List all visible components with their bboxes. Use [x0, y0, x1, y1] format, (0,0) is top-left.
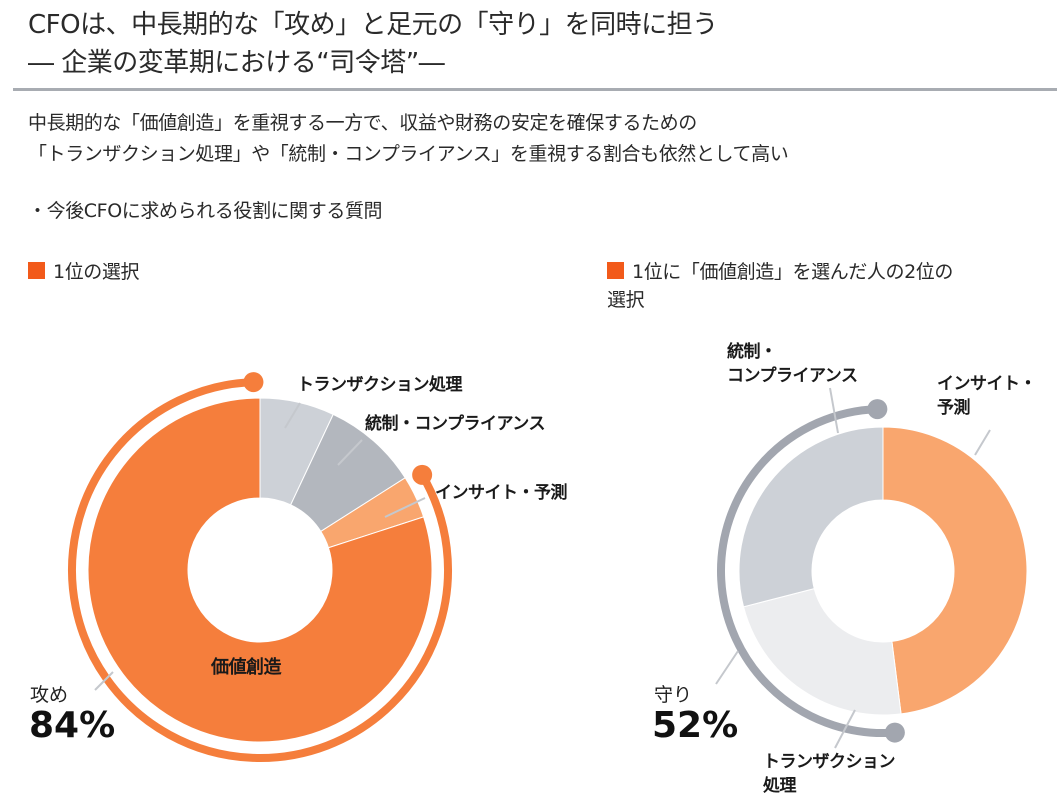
chart1-group-value: 84%: [29, 705, 116, 746]
divider: [13, 88, 1057, 91]
chart2-group-label: 守り: [654, 684, 693, 706]
chart1-leader-insight: [384, 497, 426, 518]
chart1-group-ring-end-dot: [243, 372, 264, 393]
summary-line-2: 「トランザクション処理」や「統制・コンプライアンス」を重視する割合も依然として高…: [28, 143, 789, 165]
chart2-label-transaction: トランザクション 処理: [763, 752, 896, 796]
legend-swatch: [607, 262, 624, 279]
chart2-group-ring-end-dot: [867, 399, 888, 420]
chart1-leader-compliance: [337, 439, 363, 466]
chart2-slice-1: [742, 588, 902, 716]
chart2-group-value: 52%: [652, 705, 739, 746]
chart2-group-ring: [717, 405, 896, 737]
chart2-title-line2: 選択: [607, 289, 645, 311]
chart1-leader-group: [94, 671, 114, 691]
chart1-group-ring: [68, 378, 452, 762]
legend-swatch: [28, 262, 45, 279]
summary-line-1: 中長期的な「価値創造」を重視する一方で、収益や財務の安定を確保するための: [28, 112, 697, 134]
chart2-leader-transaction: [834, 709, 856, 749]
chart2-leader-group: [715, 650, 739, 685]
chart2-group-ring-end-dot: [884, 722, 905, 743]
page-title: CFOは、中長期的な「攻め」と足元の「守り」を同時に担う: [28, 10, 718, 40]
chart2-leader-insight: [974, 429, 991, 456]
chart1-legend: 1位の選択: [28, 258, 139, 286]
question-label: ・今後CFOに求められる役割に関する質問: [28, 200, 383, 222]
chart2-legend: 1位に「価値創造」を選んだ人の2位の選択: [607, 258, 953, 314]
chart1-leader-transaction: [284, 402, 301, 429]
chart1-group-label: 攻め: [30, 684, 69, 706]
chart1-label-value-creation: 価値創造: [211, 657, 282, 678]
page-subtitle: ― 企業の変革期における“司令塔”―: [28, 48, 445, 78]
chart1-label-transaction: トランザクション処理: [297, 375, 463, 395]
chart2-label-compliance: 統制・ コンプライアンス: [727, 342, 858, 386]
chart1-label-compliance: 統制・コンプライアンス: [365, 414, 545, 434]
chart2-label-insight: インサイト・ 予測: [937, 374, 1037, 418]
chart1-title: 1位の選択: [53, 261, 140, 283]
chart1-label-insight: インサイト・予測: [435, 483, 568, 503]
chart2-title: 1位に「価値創造」を選んだ人の2位の: [632, 261, 953, 283]
chart1-group-ring-end-dot: [412, 464, 433, 485]
chart2-slice-2: [738, 426, 884, 608]
chart1-slice-3: [87, 397, 433, 743]
chart2-slice-0: [882, 426, 1028, 715]
chart2-leader-compliance: [829, 387, 839, 434]
